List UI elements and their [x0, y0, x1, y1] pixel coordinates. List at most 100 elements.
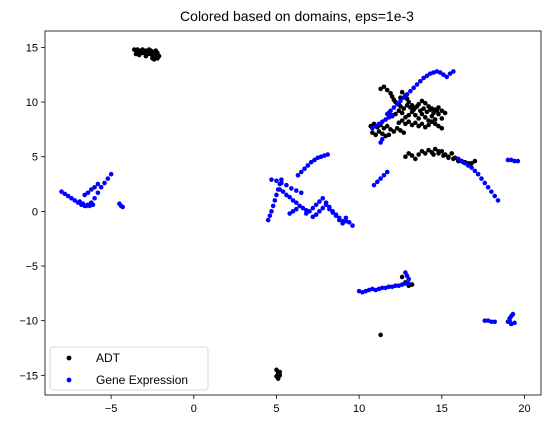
point-adt: [419, 148, 425, 154]
point-gene-expression: [403, 281, 408, 286]
legend-frame: [49, 346, 209, 391]
point-gene-expression: [72, 198, 78, 203]
point-gene-expression: [475, 171, 481, 177]
point-adt: [399, 274, 405, 280]
point-gene-expression: [298, 190, 304, 196]
point-gene-expression: [272, 198, 278, 203]
plot-frame: [44, 30, 542, 396]
point-gene-expression: [330, 210, 335, 215]
point-adt: [384, 87, 390, 93]
point-adt: [404, 103, 410, 108]
point-gene-expression: [325, 152, 331, 157]
point-gene-expression: [485, 185, 491, 190]
point-adt: [409, 122, 415, 128]
point-gene-expression: [376, 121, 382, 127]
point-gene-expression: [492, 193, 498, 199]
point-adt: [143, 53, 149, 59]
point-gene-expression: [465, 163, 471, 168]
point-adt: [381, 84, 387, 90]
point-gene-expression: [59, 189, 64, 194]
point-adt: [386, 132, 392, 138]
point-gene-expression: [84, 203, 89, 209]
point-gene-expression: [437, 70, 443, 75]
x-tick-label: −5: [105, 403, 118, 415]
point-gene-expression: [280, 189, 286, 194]
point-gene-expression: [297, 203, 302, 209]
point-adt: [403, 115, 408, 120]
point-gene-expression: [406, 281, 412, 286]
point-gene-expression: [379, 285, 385, 291]
point-adt: [421, 106, 426, 111]
point-gene-expression: [379, 136, 385, 142]
point-gene-expression: [472, 168, 478, 174]
point-adt: [140, 50, 145, 56]
point-gene-expression: [327, 206, 332, 212]
point-adt: [396, 120, 402, 126]
point-adt: [373, 132, 378, 138]
point-gene-expression: [507, 318, 512, 323]
x-tick-label: 15: [436, 403, 448, 415]
point-gene-expression: [394, 101, 400, 107]
point-adt: [432, 121, 438, 127]
point-gene-expression: [495, 198, 501, 203]
point-gene-expression: [383, 117, 388, 122]
axis-ticks: −5 0 5 10 15 20 −15 −10 −5 0 5 10 15: [19, 42, 530, 415]
point-gene-expression: [393, 283, 398, 288]
point-adt: [472, 158, 478, 164]
point-adt: [449, 151, 455, 156]
y-tick-label: 10: [26, 97, 38, 109]
point-gene-expression: [482, 180, 488, 186]
legend: ADT Gene Expression: [49, 346, 209, 391]
point-gene-expression: [303, 211, 309, 216]
point-adt: [370, 130, 375, 135]
point-adt: [432, 117, 438, 122]
point-gene-expression: [479, 176, 484, 181]
point-gene-expression: [384, 111, 390, 117]
point-adt: [426, 122, 431, 128]
point-gene-expression: [375, 179, 380, 185]
point-gene-expression: [411, 85, 416, 91]
point-adt: [429, 119, 435, 125]
point-adt: [136, 52, 142, 58]
point-gene-expression: [307, 209, 312, 214]
point-adt: [391, 129, 397, 134]
point-gene-expression: [512, 158, 517, 164]
y-tick-label: −15: [19, 370, 38, 382]
point-gene-expression: [381, 172, 387, 178]
point-adt: [469, 160, 474, 166]
point-adt: [426, 147, 431, 153]
point-adt: [399, 110, 405, 116]
point-gene-expression: [267, 213, 273, 219]
point-gene-expression: [350, 223, 355, 228]
point-adt: [155, 56, 160, 61]
point-gene-expression: [406, 276, 412, 282]
point-adt: [401, 106, 407, 111]
point-adt: [388, 127, 393, 132]
point-gene-expression: [444, 74, 450, 80]
point-gene-expression: [317, 199, 322, 204]
point-gene-expression: [80, 201, 86, 207]
point-gene-expression: [279, 180, 284, 186]
point-gene-expression: [287, 194, 292, 200]
point-adt: [401, 130, 407, 135]
point-gene-expression: [379, 119, 385, 125]
point-adt: [419, 98, 425, 104]
point-adt: [277, 369, 283, 375]
point-gene-expression: [320, 195, 326, 201]
point-gene-expression: [120, 204, 126, 210]
point-gene-expression: [384, 169, 390, 175]
point-adt: [446, 155, 451, 161]
point-gene-expression: [294, 200, 299, 205]
point-adt: [408, 105, 413, 110]
point-adt: [409, 153, 415, 158]
y-tick-label: −10: [19, 316, 38, 328]
point-adt: [378, 86, 383, 92]
point-gene-expression: [482, 318, 488, 323]
point-adt: [398, 104, 403, 109]
point-gene-expression: [421, 75, 426, 81]
point-gene-expression: [370, 125, 375, 131]
point-gene-expression: [333, 213, 339, 219]
point-adt: [439, 125, 445, 131]
point-gene-expression: [336, 217, 342, 223]
